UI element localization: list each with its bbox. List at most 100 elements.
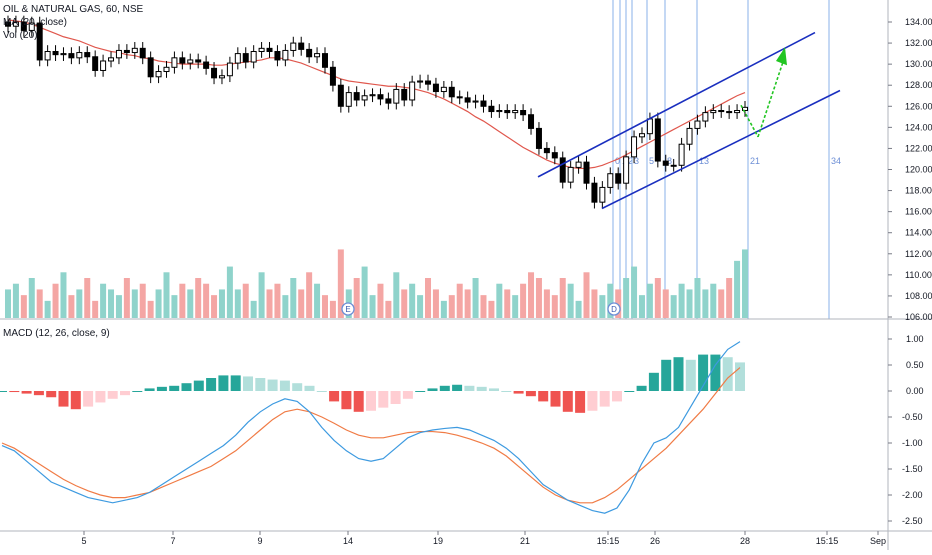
candle-body-down <box>425 80 432 85</box>
candle-body-down <box>488 105 495 113</box>
volume-bar <box>480 295 487 318</box>
volume-bar <box>108 289 115 318</box>
event-marker-circle <box>607 302 621 316</box>
macd-histogram-bar <box>366 391 376 411</box>
macd-legend[interactable]: MACD (12, 26, close, 9) <box>3 328 110 339</box>
ma-legend[interactable]: MA (20, close) <box>3 17 67 28</box>
event-marker-label: D <box>611 305 617 314</box>
candle <box>401 83 408 107</box>
price-legend: OIL & NATURAL GAS, 60, NSE MA (20, close… <box>3 3 143 42</box>
macd-histogram-bar <box>156 386 167 391</box>
macd-histogram-bar <box>673 357 684 391</box>
candle <box>607 167 614 194</box>
volume-bar <box>266 289 273 318</box>
candle <box>615 167 622 190</box>
candle <box>670 158 677 172</box>
candle <box>488 99 495 118</box>
candle-body-up <box>44 51 51 61</box>
price-tick-label: 106.00 <box>905 312 932 322</box>
macd-histogram-bar <box>9 391 20 393</box>
candle <box>726 105 733 119</box>
candle <box>12 15 19 33</box>
price-candles <box>5 15 748 209</box>
volume-bar <box>464 289 471 318</box>
candle <box>543 142 550 159</box>
symbol-title[interactable]: OIL & NATURAL GAS, 60, NSE <box>3 4 144 15</box>
candle-body-down <box>718 110 725 113</box>
volume-bar <box>36 289 43 318</box>
macd-histogram-bar <box>415 391 426 392</box>
candle <box>290 36 297 57</box>
volume-bar <box>242 283 249 318</box>
candle-body-down <box>528 114 535 129</box>
candle-body-down <box>52 51 59 56</box>
vol-legend[interactable]: Vol (20) <box>3 30 38 41</box>
volume-bar <box>567 283 574 318</box>
candle <box>456 90 463 105</box>
fib-zone-label: 3 <box>634 156 639 166</box>
candle-body-down <box>559 157 566 183</box>
fib-zone-label: 21 <box>750 156 760 166</box>
price-tick-label: 112.00 <box>905 249 932 259</box>
macd-histogram-bar <box>33 391 44 396</box>
candle-body-up <box>115 49 122 59</box>
candle <box>496 104 503 118</box>
candle <box>139 42 146 65</box>
macd-histogram-bar <box>120 391 130 396</box>
candle-body-up <box>314 53 321 58</box>
ma-line <box>7 19 746 170</box>
volume-bar <box>575 300 582 318</box>
volume-bar <box>535 278 542 318</box>
candle <box>528 108 535 135</box>
macd-histogram-bar <box>390 391 401 404</box>
macd-histogram-bar <box>316 391 327 392</box>
candle-body-down <box>274 51 281 61</box>
candle <box>575 155 582 174</box>
volume-bar <box>84 278 91 318</box>
candle-body-down <box>448 86 455 98</box>
volume-bar <box>504 289 511 318</box>
candle <box>100 54 107 77</box>
macd-histogram-bar <box>292 383 303 391</box>
candle <box>448 81 455 104</box>
volume-bar <box>662 289 669 318</box>
price-tick-label: 118.00 <box>905 186 932 196</box>
volume-bar <box>599 295 606 318</box>
candle-body-down <box>504 110 511 114</box>
macd-tick-label: 0.50 <box>906 360 924 370</box>
macd-histogram-bar <box>489 388 499 391</box>
candle-body-down <box>211 67 218 79</box>
candle <box>306 43 313 64</box>
candle-body-up <box>226 62 233 77</box>
macd-histogram-bar <box>550 391 561 407</box>
macd-histogram-bar <box>353 391 364 412</box>
candle-body-up <box>678 143 685 166</box>
candle-body-down <box>179 57 186 64</box>
candle-body-down <box>329 66 336 86</box>
candle-body-up <box>686 127 693 145</box>
candle <box>567 161 574 189</box>
candle <box>36 16 43 67</box>
candle-body-up <box>694 120 701 129</box>
candle <box>583 155 590 190</box>
volume-bar <box>440 300 447 318</box>
volume-bar <box>472 278 479 318</box>
macd-histogram-bar <box>95 391 106 403</box>
volume-bars <box>5 249 748 318</box>
volume-bar <box>187 289 194 318</box>
macd-histogram-bar <box>452 384 463 391</box>
candle <box>179 51 186 70</box>
volume-bar <box>314 283 321 318</box>
macd-pane <box>0 341 745 514</box>
volume-bar <box>393 272 400 318</box>
candle <box>504 104 511 119</box>
candle-body-up <box>100 60 107 71</box>
macd-legend-wrap: MACD (12, 26, close, 9) <box>3 327 110 340</box>
candle <box>409 75 416 107</box>
price-tick-label: 108.00 <box>905 291 932 301</box>
candle-body-down <box>551 152 558 159</box>
volume-bar <box>329 300 336 318</box>
